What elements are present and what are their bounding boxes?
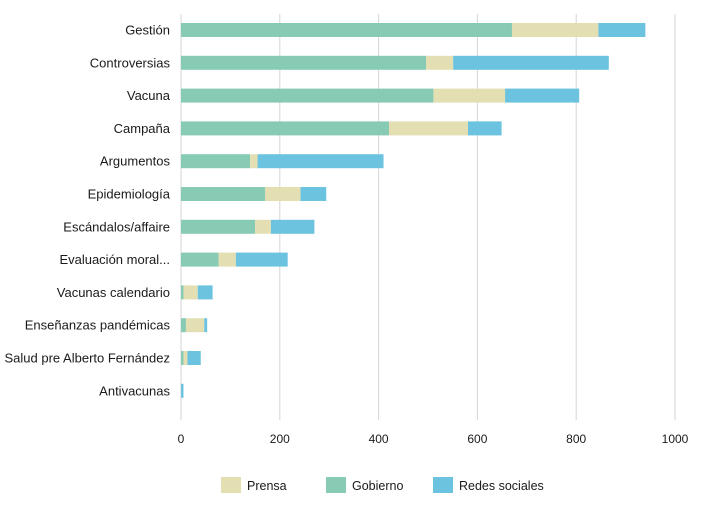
x-tick-label: 200 bbox=[270, 432, 290, 446]
bar-segment bbox=[300, 187, 327, 201]
category-labels: Gestión Controversias Vacuna Campaña Argumen… bbox=[5, 23, 171, 399]
legend-swatch bbox=[326, 477, 346, 493]
bar-segment bbox=[197, 285, 213, 300]
x-tick-label: 0 bbox=[178, 432, 185, 446]
bar-segment bbox=[218, 252, 236, 267]
bar-segment bbox=[270, 219, 315, 234]
bar-segment bbox=[453, 55, 609, 70]
category-label: Argumentos bbox=[100, 154, 171, 169]
bar-segment bbox=[183, 351, 188, 365]
category-label: Gestión bbox=[125, 23, 170, 38]
bar-segment bbox=[255, 219, 271, 234]
bar-segment bbox=[505, 88, 580, 103]
x-tick-label: 600 bbox=[467, 432, 487, 446]
bar-segment bbox=[181, 187, 265, 201]
bar-segment bbox=[181, 154, 251, 169]
bar-segment bbox=[181, 121, 389, 136]
bar-segment bbox=[181, 318, 186, 333]
category-label: Enseñanzas pandémicas bbox=[25, 318, 171, 333]
bar-segment bbox=[426, 55, 454, 70]
category-label: Epidemiología bbox=[88, 187, 171, 202]
legend-swatch bbox=[221, 477, 241, 493]
legend-label: Gobierno bbox=[352, 479, 403, 493]
bar-segment bbox=[181, 23, 512, 37]
bar-segment bbox=[187, 351, 201, 365]
bars bbox=[181, 23, 646, 398]
x-tick-label: 400 bbox=[369, 432, 389, 446]
bar-segment bbox=[433, 88, 506, 103]
bar-segment bbox=[598, 23, 646, 37]
bar-segment bbox=[181, 383, 184, 398]
bar-segment bbox=[204, 318, 208, 333]
bar-segment bbox=[264, 187, 301, 201]
category-label: Campaña bbox=[114, 121, 171, 136]
bar-segment bbox=[185, 318, 205, 333]
bar-segment bbox=[388, 121, 469, 136]
x-axis-tick-labels: 0 200 400 600 800 1000 bbox=[178, 432, 689, 446]
legend-label: Prensa bbox=[247, 479, 287, 493]
legend-swatch bbox=[433, 477, 453, 493]
bar-segment bbox=[181, 55, 427, 70]
category-label: Escándalos/affaire bbox=[63, 219, 170, 234]
grid-lines bbox=[180, 14, 676, 420]
bar-segment bbox=[250, 154, 258, 169]
legend-label: Redes sociales bbox=[459, 479, 544, 493]
bar-segment bbox=[181, 252, 219, 267]
legend: Prensa Gobierno Redes sociales bbox=[221, 477, 544, 493]
bar-segment bbox=[181, 285, 184, 300]
category-label: Salud pre Alberto Fernández bbox=[5, 351, 171, 366]
category-label: Vacunas calendario bbox=[57, 285, 170, 300]
category-label: Controversias bbox=[90, 55, 171, 70]
category-label: Antivacunas bbox=[99, 383, 170, 398]
category-label: Vacuna bbox=[127, 88, 171, 103]
x-tick-label: 800 bbox=[566, 432, 586, 446]
bar-segment bbox=[181, 88, 434, 103]
bar-segment bbox=[235, 252, 288, 267]
category-label: Evaluación moral... bbox=[59, 252, 170, 267]
bar-segment bbox=[257, 154, 384, 169]
bar-segment bbox=[511, 23, 599, 37]
bar-segment bbox=[181, 219, 256, 234]
x-tick-label: 1000 bbox=[662, 432, 689, 446]
bar-segment bbox=[183, 285, 198, 300]
bar-segment bbox=[468, 121, 502, 136]
bar-segment bbox=[181, 351, 184, 365]
